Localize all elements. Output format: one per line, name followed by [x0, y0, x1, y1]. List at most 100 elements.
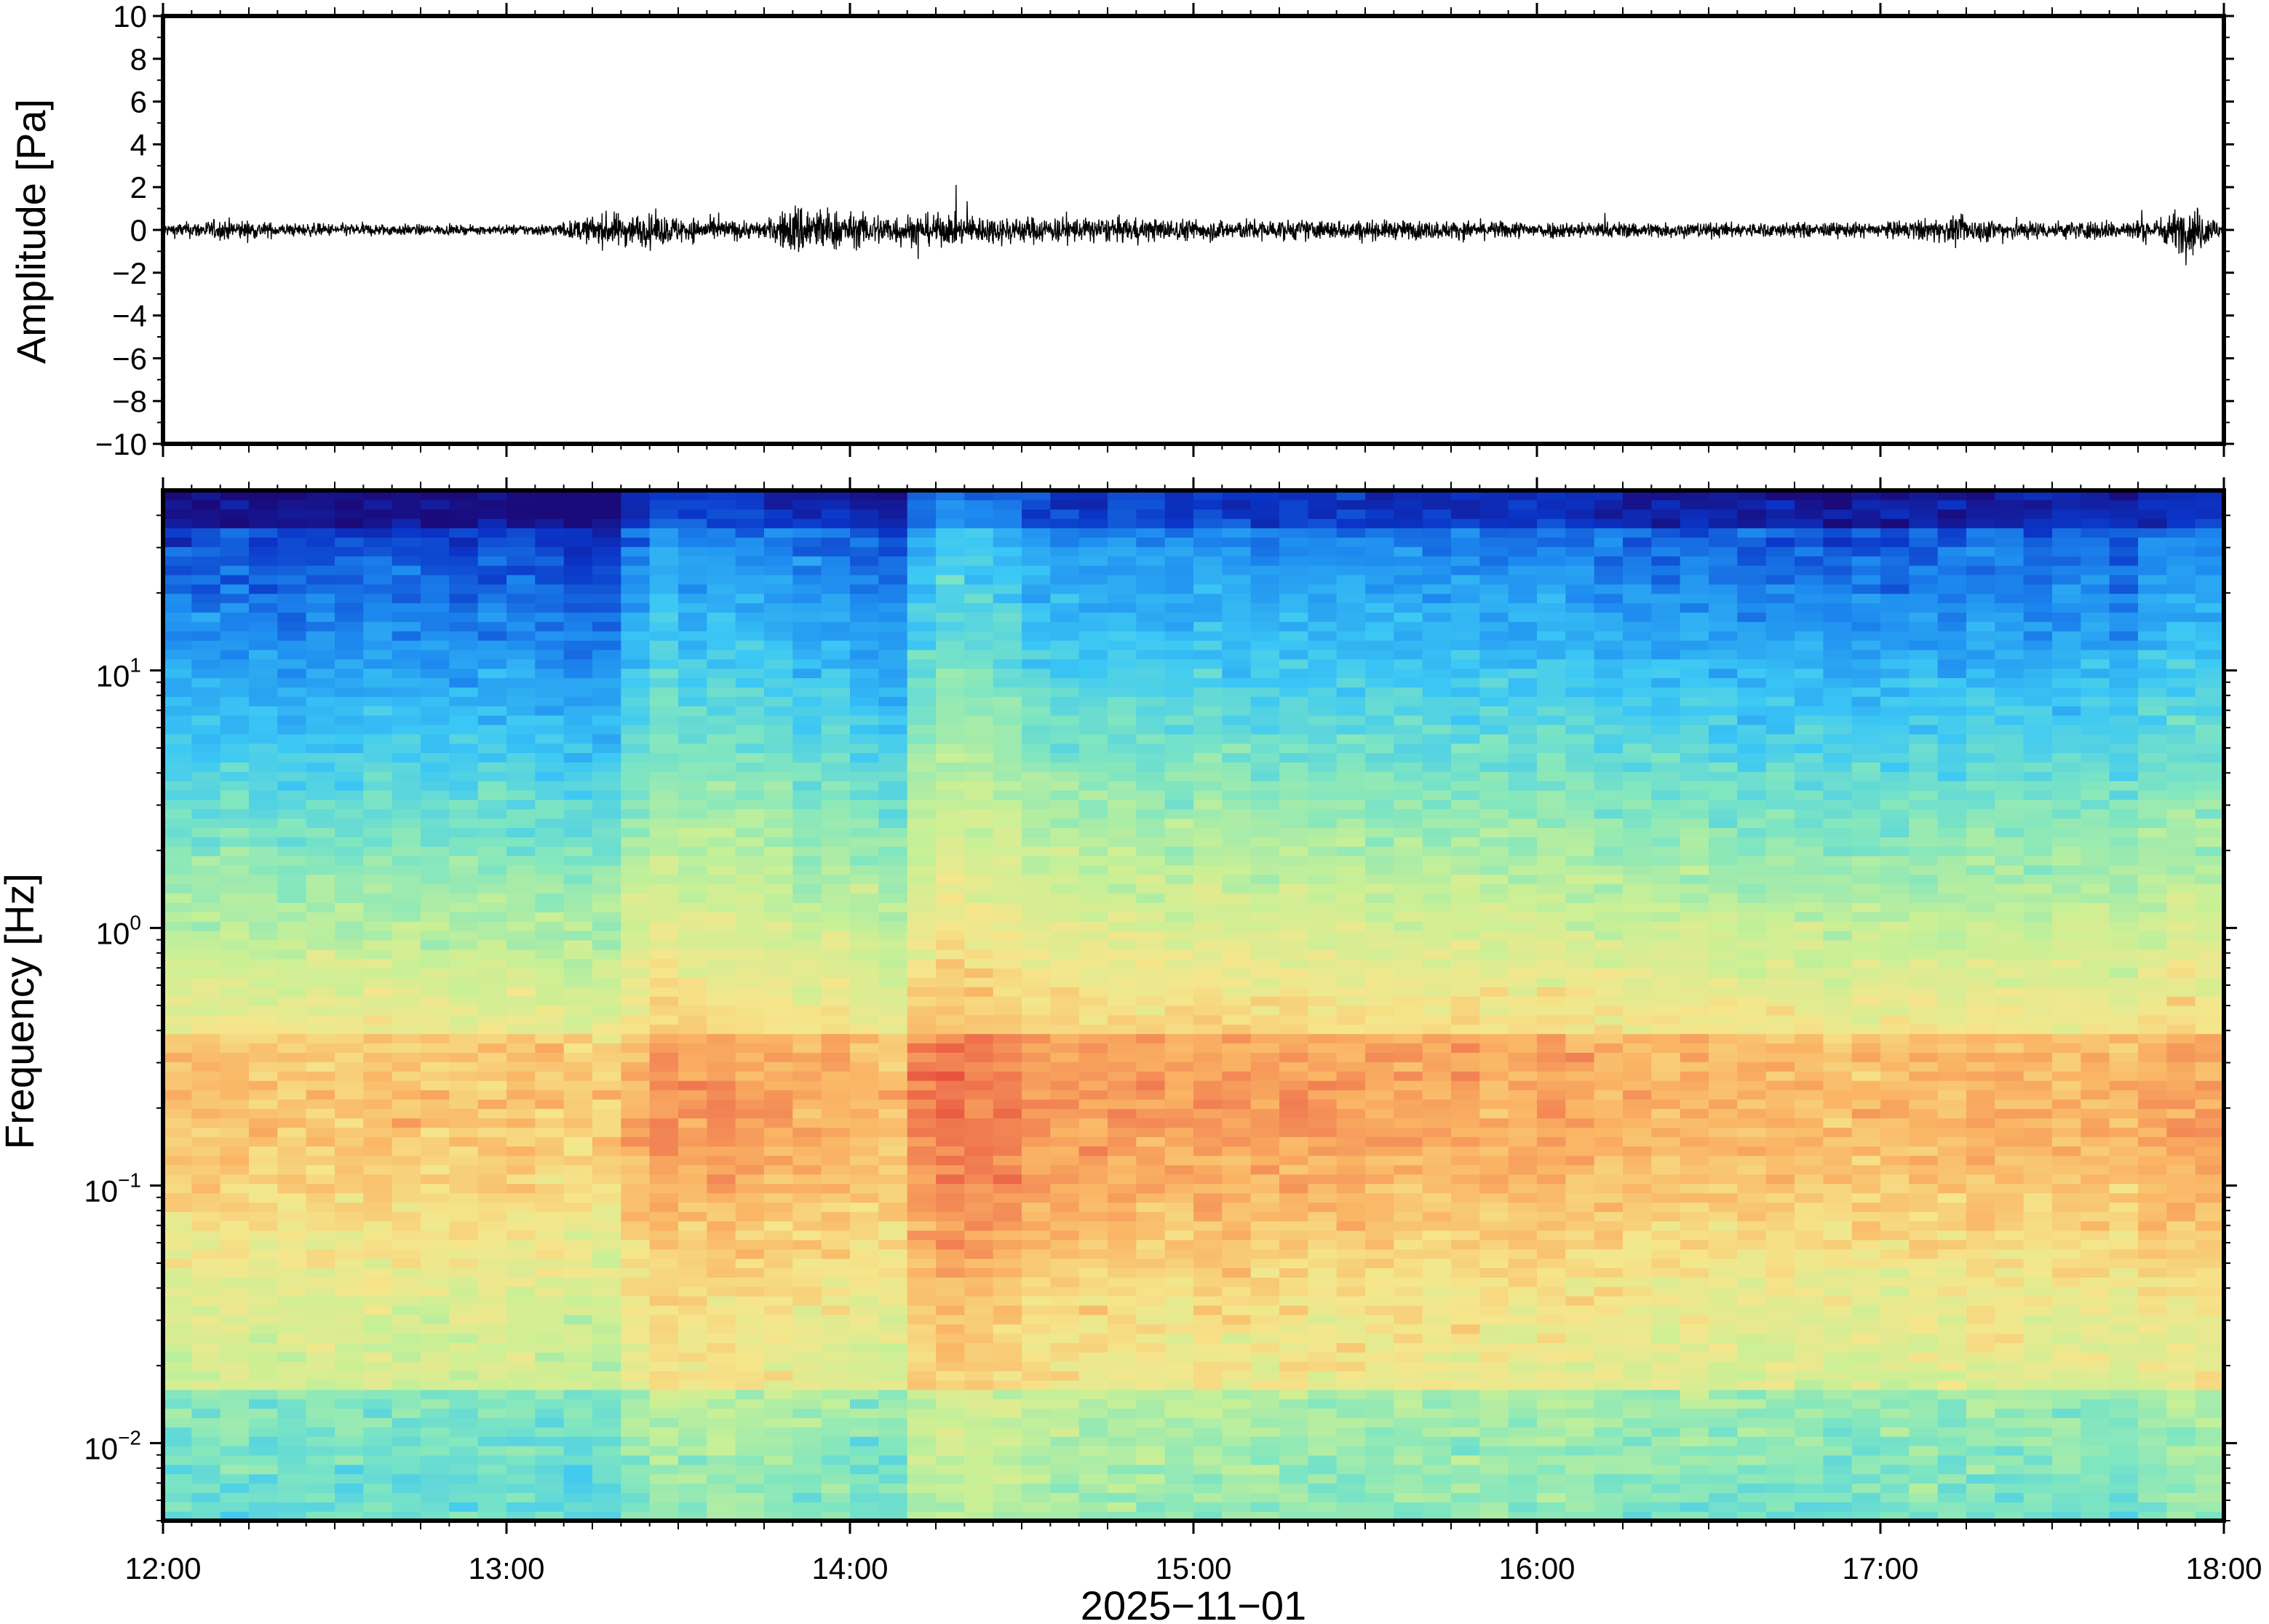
- spectrogram-cell: [1078, 1071, 1108, 1081]
- spectrogram-cell: [1078, 789, 1108, 800]
- spectrogram-cell: [421, 808, 450, 819]
- spectrogram-cell: [1108, 1146, 1137, 1156]
- spectrogram-cell: [1108, 1305, 1137, 1315]
- spectrogram-cell: [649, 687, 679, 697]
- spectrogram-cell: [392, 1193, 421, 1203]
- spectrogram-cell: [563, 1286, 593, 1297]
- spectrogram-cell: [477, 1014, 507, 1025]
- spectrogram-cell: [850, 1446, 879, 1456]
- spectrogram-cell: [678, 1193, 707, 1203]
- spectrogram-cell: [707, 846, 736, 856]
- spectrogram-cell: [335, 1118, 364, 1128]
- spectrogram-cell: [821, 1277, 851, 1287]
- spectrogram-cell: [850, 1155, 879, 1166]
- spectrogram-cell: [535, 1127, 565, 1137]
- spectrogram-cell: [220, 528, 250, 538]
- spectrogram-cell: [535, 584, 565, 594]
- spectrogram-cell: [792, 602, 822, 613]
- spectrogram-cell: [449, 1014, 479, 1025]
- spectrogram-cell: [649, 1202, 679, 1212]
- spectrogram-cell: [306, 864, 335, 875]
- spectrogram-cell: [1193, 715, 1223, 725]
- spectrogram-cell: [335, 1296, 364, 1306]
- spectrogram-cell: [363, 649, 393, 660]
- spectrogram-cell: [1022, 1436, 1051, 1446]
- spectrogram-cell: [1136, 1464, 1166, 1475]
- spectrogram-cell: [1308, 762, 1338, 772]
- spectrogram-cell: [277, 1221, 307, 1231]
- spectrogram-cell: [878, 1146, 908, 1156]
- spectrogram-cell: [678, 818, 707, 829]
- spectrogram-cell: [363, 706, 393, 716]
- spectrogram-cell: [1050, 771, 1080, 781]
- spectrogram-cell: [306, 1099, 335, 1110]
- spectrogram-cell: [335, 631, 364, 641]
- spectrogram-cell: [964, 724, 994, 735]
- spectrogram-cell: [621, 537, 651, 547]
- spectrogram-cell: [1108, 687, 1137, 697]
- spectrogram-cell: [764, 1193, 793, 1203]
- spectrogram-cell: [363, 556, 393, 566]
- spectrogram-cell: [1078, 1118, 1108, 1128]
- spectrogram-cell: [649, 658, 679, 669]
- spectrogram-cell: [1164, 1492, 1194, 1502]
- spectrogram-cell: [1193, 593, 1223, 604]
- spectrogram-cell: [707, 509, 736, 520]
- spectrogram-cell: [821, 528, 851, 538]
- spectrogram-cell: [363, 1371, 393, 1381]
- spectrogram-cell: [707, 968, 736, 978]
- spectrogram-cell: [735, 949, 765, 960]
- spectrogram-cell: [707, 1286, 736, 1297]
- spectrogram-cell: [306, 987, 335, 997]
- spectrogram-cell: [1108, 1324, 1137, 1334]
- spectrogram-cell: [1365, 1314, 1394, 1325]
- spectrogram-cell: [277, 687, 307, 697]
- spectrogram-cell: [1164, 1267, 1194, 1278]
- spectrogram-cell: [649, 864, 679, 875]
- spectrogram-cell: [792, 1108, 822, 1119]
- spectrogram-cell: [1108, 1043, 1137, 1053]
- spectrogram-cell: [449, 640, 479, 650]
- spectrogram-cell: [535, 556, 565, 566]
- spectrogram-cell: [1250, 1155, 1280, 1166]
- spectrogram-cell: [392, 1286, 421, 1297]
- spectrogram-cell: [735, 893, 765, 903]
- spectrogram-cell: [421, 1436, 450, 1446]
- spectrogram-cell: [707, 1183, 736, 1194]
- spectrogram-cell: [1078, 1249, 1108, 1259]
- spectrogram-cell: [621, 687, 651, 697]
- spectrogram-cell: [936, 1202, 965, 1212]
- spectrogram-cell: [1078, 658, 1108, 669]
- spectrogram-cell: [707, 902, 736, 912]
- spectrogram-cell: [1336, 893, 1366, 903]
- spectrogram-cell: [363, 1033, 393, 1044]
- spectrogram-cell: [621, 799, 651, 810]
- spectrogram-cell: [1394, 1361, 1423, 1372]
- spectrogram-cell: [191, 799, 221, 810]
- spectrogram-cell: [592, 649, 621, 660]
- spectrogram-cell: [964, 968, 994, 978]
- spectrogram-cell: [735, 593, 765, 604]
- spectrogram-cell: [1308, 856, 1338, 866]
- spectrogram-cell: [421, 1398, 450, 1409]
- spectrogram-cell: [649, 1352, 679, 1362]
- spectrogram-cell: [678, 715, 707, 725]
- spectrogram-cell: [191, 1502, 221, 1512]
- spectrogram-cell: [277, 1389, 307, 1400]
- spectrogram-cell: [335, 902, 364, 912]
- spectrogram-cell: [563, 1099, 593, 1110]
- spectrogram-cell: [1250, 1473, 1280, 1484]
- spectrogram-cell: [735, 1408, 765, 1418]
- spectrogram-cell: [249, 509, 278, 520]
- spectrogram-cell: [535, 1221, 565, 1231]
- spectrogram-cell: [449, 490, 479, 501]
- spectrogram-cell: [363, 1071, 393, 1081]
- spectrogram-cell: [1365, 1043, 1394, 1053]
- spectrogram-cell: [907, 1249, 937, 1259]
- spectrogram-cell: [220, 1202, 250, 1212]
- spectrogram-cell: [449, 799, 479, 810]
- spectrogram-cell: [1050, 1398, 1080, 1409]
- spectrogram-cell: [1193, 546, 1223, 557]
- spectrogram-cell: [764, 565, 793, 576]
- spectrogram-cell: [621, 1155, 651, 1166]
